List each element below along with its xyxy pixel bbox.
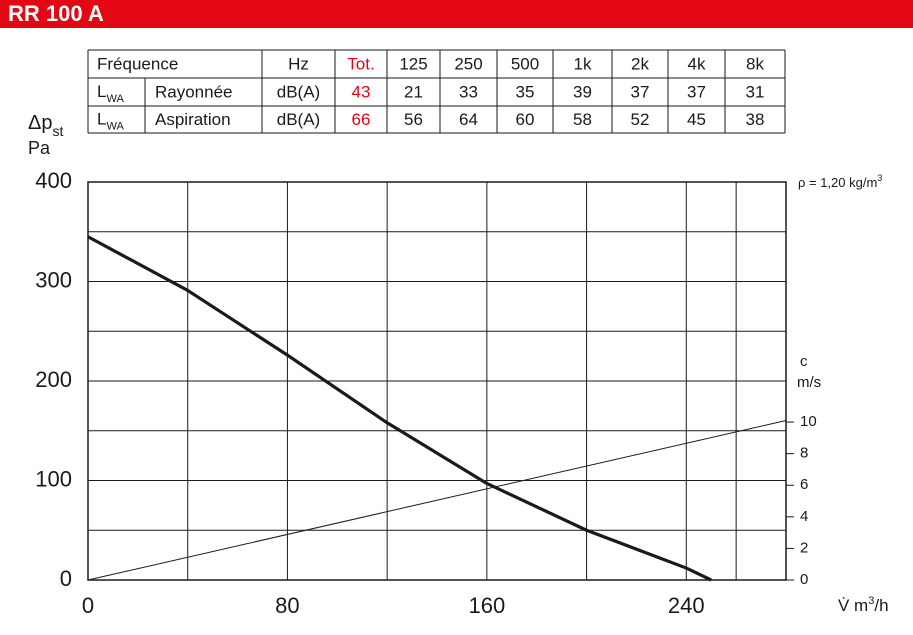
header-title: RR 100 A: [8, 1, 104, 26]
table-cell: 56: [404, 110, 423, 129]
table-symbol-part: WA: [106, 120, 124, 132]
table-header-cell: 1k: [574, 54, 592, 73]
table-cell: 31: [746, 82, 765, 101]
table-cell: 37: [631, 82, 650, 101]
y2-tick-label: 10: [800, 413, 817, 430]
y-tick-label: 200: [35, 367, 72, 392]
x-label-part: V̇ m: [838, 596, 868, 615]
table-header-cell: 8k: [746, 54, 764, 73]
series-line: [87, 419, 787, 581]
y-label-part: Δp: [28, 112, 52, 134]
x-tick-label: 0: [82, 593, 94, 618]
table-header-cell: 250: [454, 54, 482, 73]
table-cell: 64: [459, 110, 478, 129]
table-row-name: Rayonnée: [155, 82, 233, 101]
table-header-cell: 500: [511, 54, 539, 73]
y2-label: c: [800, 353, 808, 370]
table-header-cell: 2k: [631, 54, 649, 73]
table-total: 43: [352, 82, 371, 101]
table-cell: 45: [687, 110, 706, 129]
y2-tick-label: 0: [800, 571, 808, 588]
table-cell: 21: [404, 82, 423, 101]
annotation-part: 3: [877, 173, 882, 183]
x-tick-label: 80: [275, 593, 299, 618]
table-header-cell: Hz: [288, 54, 309, 73]
y2-tick-label: 4: [800, 508, 808, 525]
plot-frame: [87, 181, 787, 581]
y-label-part: st: [52, 123, 63, 139]
x-label-part: 3: [868, 595, 874, 607]
table-symbol-part: L: [97, 82, 106, 101]
table-cell: 60: [516, 110, 535, 129]
header-bar: [0, 0, 913, 28]
y-tick-label: 0: [60, 566, 72, 591]
y-tick-label: 300: [35, 267, 72, 292]
table-unit: dB(A): [277, 82, 320, 101]
y-tick-label: 100: [35, 466, 72, 491]
table-symbol: LWA: [97, 110, 124, 132]
y2-tick-label: 6: [800, 476, 808, 493]
annotation: ρ = 1,20 kg/m3: [798, 173, 882, 190]
table-cell: 33: [459, 82, 478, 101]
y-label-unit: Pa: [28, 138, 51, 158]
table-total: 66: [352, 110, 371, 129]
table-header-cell: Tot.: [347, 54, 374, 73]
table-unit: dB(A): [277, 110, 320, 129]
table-header-cell: 4k: [688, 54, 706, 73]
x-label: V̇ m3/h: [838, 595, 889, 616]
table-cell: 58: [573, 110, 592, 129]
table-symbol: LWA: [97, 82, 124, 104]
y-tick-label: 400: [35, 168, 72, 193]
x-tick-label: 160: [468, 593, 505, 618]
table-cell: 37: [687, 82, 706, 101]
y2-tick-label: 8: [800, 445, 808, 462]
table-cell: 35: [516, 82, 535, 101]
table-header-cell: Fréquence: [97, 54, 178, 73]
x-tick-label: 240: [668, 593, 705, 618]
x-label-part: /h: [874, 596, 888, 615]
table-cell: 39: [573, 82, 592, 101]
table-row-name: Aspiration: [155, 110, 231, 129]
series-line: [87, 235, 712, 582]
y2-tick-label: 2: [800, 539, 808, 556]
table-cell: 52: [631, 110, 650, 129]
table-symbol-part: WA: [106, 93, 124, 105]
annotation-part: ρ = 1,20 kg/m: [798, 175, 877, 190]
y-label: Δpst: [28, 112, 63, 138]
table-cell: 38: [746, 110, 765, 129]
table-symbol-part: L: [97, 110, 106, 129]
table-header-cell: 125: [399, 54, 427, 73]
y2-label-unit: m/s: [797, 374, 821, 391]
